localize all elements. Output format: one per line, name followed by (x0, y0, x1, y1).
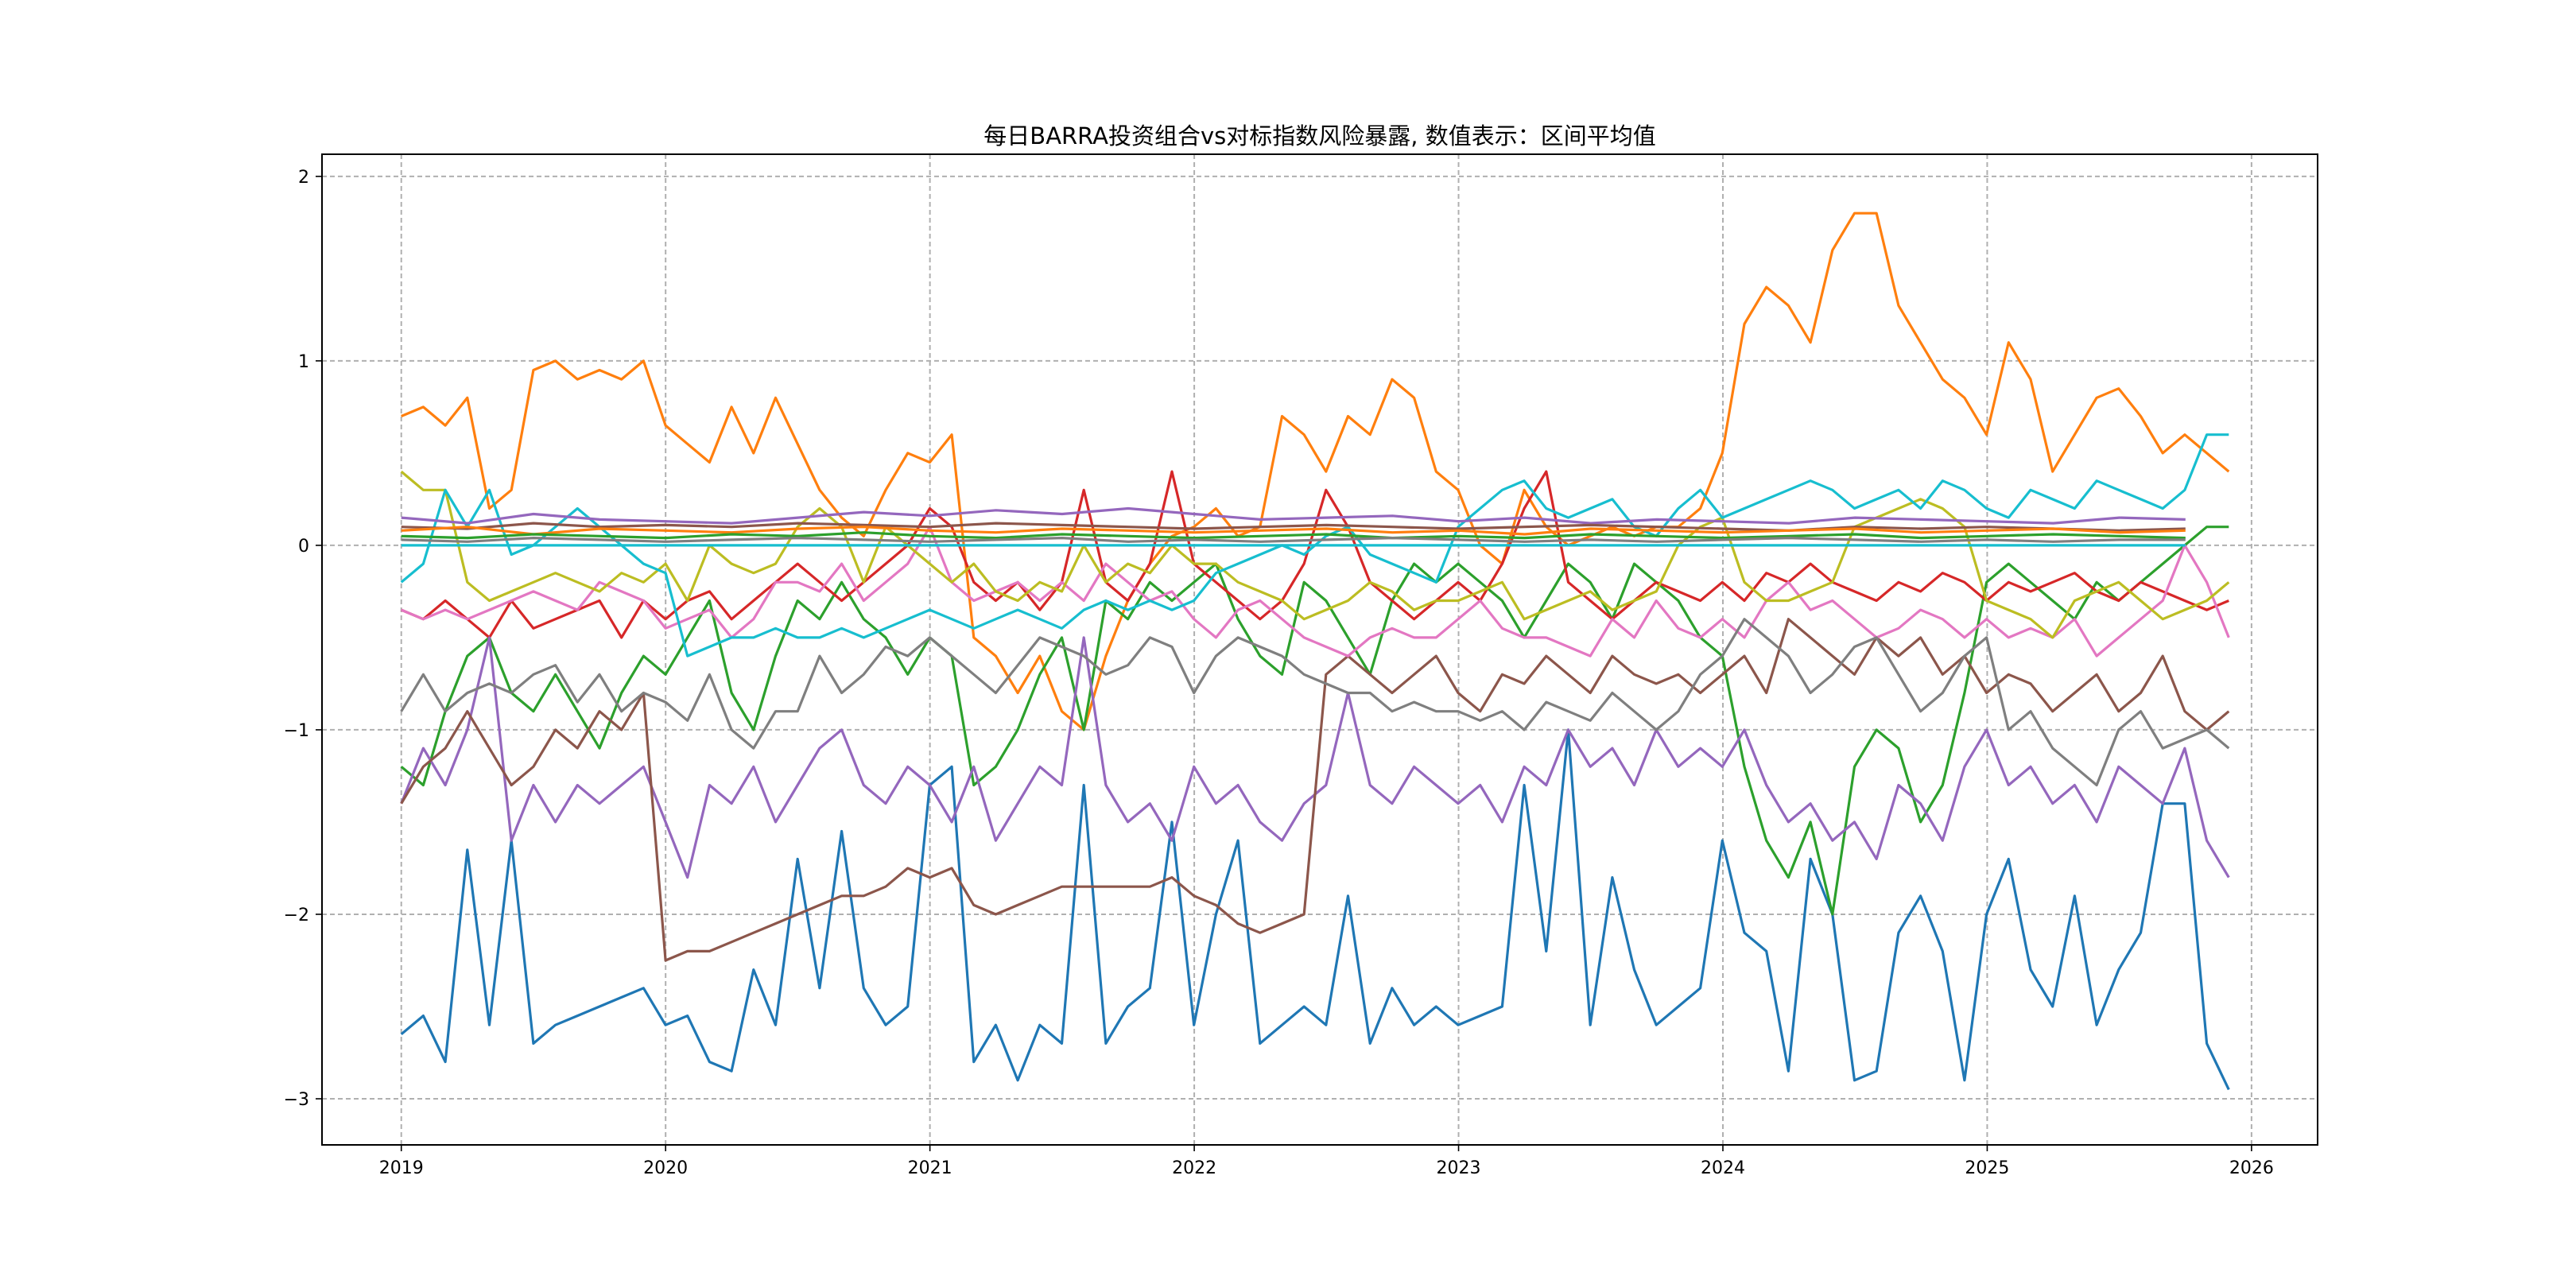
series-line-6 (400, 618, 2230, 962)
series-line-15 (401, 536, 2186, 543)
series-lines (400, 211, 2230, 1091)
series-line-4 (401, 470, 2229, 639)
y-tick-label: −2 (284, 906, 309, 925)
x-tick-label: 2020 (643, 1158, 688, 1178)
series-line-11 (401, 506, 2186, 525)
y-tick-label: 0 (298, 537, 309, 557)
series-line-3 (400, 526, 2229, 916)
series-line-9 (400, 470, 2230, 639)
x-tick-label: 2025 (1965, 1158, 2009, 1178)
series-line-12 (401, 522, 2186, 532)
series-line-7 (401, 526, 2230, 658)
y-tick-label: 2 (298, 168, 309, 188)
x-tick-label: 2026 (2229, 1158, 2274, 1178)
axes: 2019 2020 2021 2022 2023 2024 2025 2026 −3 −2 −1 0 1… (284, 153, 2318, 1178)
series-line-14 (401, 531, 2186, 540)
x-tick-label: 2024 (1701, 1158, 1745, 1178)
x-tick-label: 2019 (379, 1158, 424, 1178)
y-tick-label: −3 (284, 1090, 309, 1110)
chart-title: 每日BARRA投资组合vs对标指数风险暴露, 数值表示：区间平均值 (983, 122, 1656, 149)
grid (322, 154, 2318, 1145)
series-line-2 (401, 211, 2230, 731)
x-tick-label: 2022 (1172, 1158, 1216, 1178)
x-tick-label: 2023 (1437, 1158, 1481, 1178)
series-line-13 (401, 526, 2186, 536)
series-line-1 (400, 728, 2230, 1091)
y-tick-label: −1 (284, 721, 309, 741)
y-tick-label: 1 (298, 352, 309, 372)
x-tick-label: 2021 (908, 1158, 952, 1178)
series-line-8 (400, 618, 2230, 787)
plot-frame (321, 153, 2318, 1146)
